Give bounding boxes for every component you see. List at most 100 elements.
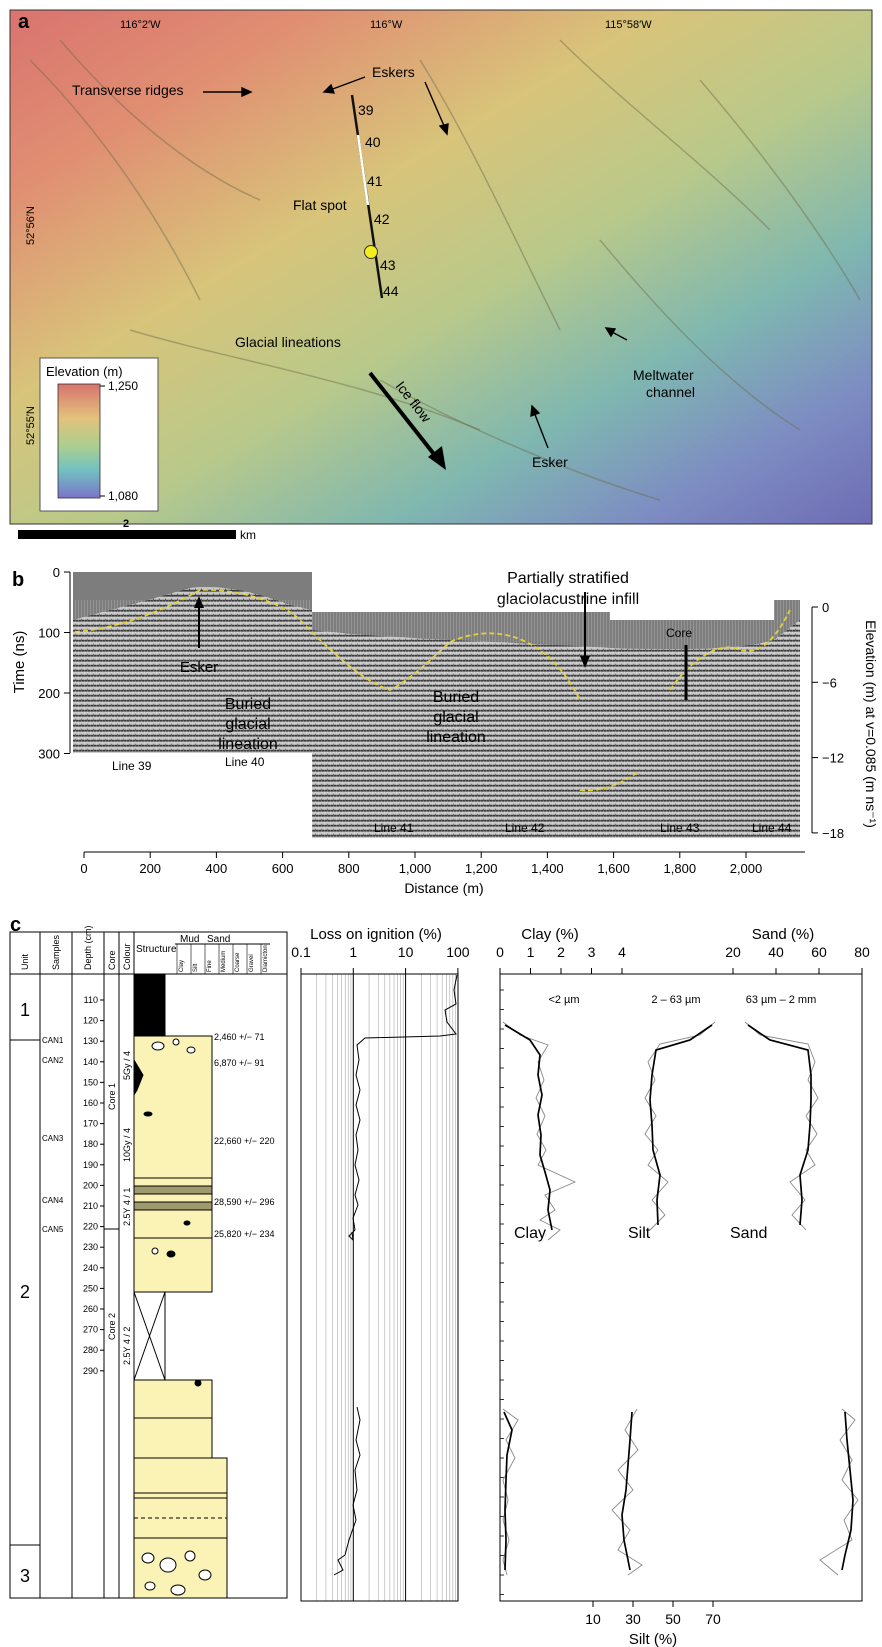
clay-title: Clay (%)	[521, 926, 579, 943]
eskers-label: Eskers	[372, 64, 415, 80]
panel-c: c Unit Samples Depth (cm) Core Colour St…	[9, 914, 870, 1647]
silt-curve-lower-raw	[611, 1408, 643, 1576]
range-label: 2 – 63 µm	[651, 994, 700, 1006]
depth-tick-label: 220	[83, 1222, 98, 1232]
lon-label: 116°W	[370, 19, 403, 31]
clay-tick-label: 1	[527, 944, 535, 960]
sample-label: CAN4	[42, 1196, 64, 1205]
yright-tick-label: −12	[822, 751, 844, 766]
sand-curve-lower-raw	[819, 1408, 859, 1576]
panel-c-letter: c	[10, 914, 21, 936]
x-tick-label: 1,200	[465, 861, 498, 876]
loi-curve-lower	[333, 1406, 361, 1576]
buried-lineation-label-1: Buried glacial lineation	[218, 696, 278, 753]
loi-tick-label: 0.1	[291, 944, 311, 960]
flat-spot-label: Flat spot	[293, 197, 347, 213]
loi-tick-label: 1	[349, 944, 357, 960]
depth-tick-label: 240	[83, 1263, 98, 1273]
sand-title: Sand (%)	[752, 926, 815, 943]
legend-min: 1,080	[108, 489, 138, 503]
core-colour-labels: Core 1 Core 2 5Gy / 4 10Gy / 4 2.5Y 4 / …	[107, 1051, 132, 1365]
depth-tick-label: 150	[83, 1077, 98, 1087]
x-tick-label: 1,600	[597, 861, 630, 876]
depth-tick-label: 200	[83, 1180, 98, 1190]
grain-curves	[502, 1021, 859, 1576]
y-tick-label: 0	[53, 565, 60, 580]
depth-tick-label: 210	[83, 1201, 98, 1211]
gpr-xlabel: Distance (m)	[404, 880, 483, 896]
grain-header: Fine	[207, 960, 213, 972]
gpr-ylabel-right: Elevation (m) at v=0.085 (m ns⁻¹)	[863, 620, 879, 828]
line-number: 41	[367, 173, 383, 189]
sand-tick-label: 80	[854, 944, 870, 960]
elevation-legend: Elevation (m) 1,250 1,080	[39, 357, 159, 512]
buried2-l2: glacial	[433, 709, 478, 726]
depth-ticks: 110 120 130 140 150 160 170 180 190 200 210 220 230 2…	[83, 995, 104, 1376]
x-tick-label: 600	[272, 861, 294, 876]
age-label: 2,460 +/− 71	[214, 1032, 265, 1042]
age-labels: 2,460 +/− 71 6,870 +/− 91 22,660 +/− 220…	[214, 1032, 275, 1239]
loi-curve	[348, 974, 458, 1242]
depth-tick-label: 230	[83, 1242, 98, 1252]
fraction-names: Clay Silt Sand	[514, 1225, 767, 1242]
gpr-line-label: Line 40	[225, 755, 265, 769]
survey-line	[350, 94, 384, 299]
gpr-annotations: Esker Buried glacial lineation Buried glaci…	[180, 592, 692, 753]
grain-header: Silt	[193, 963, 199, 972]
x-tick-label: 2,000	[730, 861, 763, 876]
grain-size-panel: Clay (%) Sand (%) Silt (%) 0 1 2 3 4 20 40 60 80…	[496, 926, 870, 1647]
silt-title: Silt (%)	[629, 1631, 677, 1647]
x-tick-label: 1,000	[399, 861, 432, 876]
structure-column	[133, 973, 228, 1599]
gpr-line-label: Line 44	[752, 821, 792, 835]
panel-b: b Partially stratified glaciolacustrine …	[11, 565, 879, 896]
loi-panel: Loss on ignition (%) 0.1 1 10 100	[291, 926, 470, 1602]
gpr-line-label: Line 41	[374, 821, 414, 835]
colour-label: 2.5Y 4 / 1	[122, 1188, 132, 1226]
gpr-line-label: Line 43	[660, 821, 700, 835]
sample-label: CAN5	[42, 1225, 64, 1234]
silt-curve-raw	[644, 1021, 716, 1231]
loi-tick-label: 10	[398, 944, 414, 960]
panel-b-title-line1: Partially stratified	[507, 570, 629, 587]
scalebar-value: 2	[123, 518, 129, 530]
sand-tick-label: 20	[725, 944, 741, 960]
line-number: 44	[383, 283, 399, 299]
sample-label: CAN1	[42, 1036, 64, 1045]
loi-grid: 0.1 1 10 100	[291, 944, 470, 1601]
depth-tick-label: 130	[83, 1036, 98, 1046]
legend-max: 1,250	[108, 379, 138, 393]
unit-label: 3	[20, 1566, 30, 1586]
meltwater-line1: Meltwater	[633, 367, 694, 383]
clay-tick-label: 4	[618, 944, 626, 960]
depth-tick-label: 250	[83, 1283, 98, 1293]
range-labels: <2 µm 2 – 63 µm 63 µm – 2 mm	[548, 994, 816, 1006]
header-mud: Mud	[180, 934, 199, 945]
depth-tick-label: 270	[83, 1325, 98, 1335]
clay-curve-lower	[503, 1411, 513, 1571]
depth-tick-label: 120	[83, 1016, 98, 1026]
buried2-l3: lineation	[426, 729, 486, 746]
line-numbers: 39 40 41 42 43 44	[358, 102, 399, 299]
annotation-arrows	[203, 76, 628, 449]
depth-tick-label: 170	[83, 1119, 98, 1129]
grain-header: Diamicton	[263, 945, 269, 972]
line-number: 43	[380, 257, 396, 273]
sand-tick-label: 60	[811, 944, 827, 960]
loi-title: Loss on ignition (%)	[310, 926, 442, 943]
sand-curve	[747, 1024, 812, 1226]
esker-label: Esker	[532, 454, 568, 470]
line-number: 40	[365, 134, 381, 150]
lat-label: 52°56′N	[25, 206, 37, 245]
silt-tick-label: 30	[625, 1611, 641, 1627]
glacial-lineations-label: Glacial lineations	[235, 334, 341, 350]
age-label: 25,820 +/− 234	[214, 1229, 275, 1239]
x-tick-label: 0	[80, 861, 87, 876]
depth-tick-label: 260	[83, 1304, 98, 1314]
silt-tick-label: 70	[705, 1611, 721, 1627]
grain-header: Medium	[221, 951, 227, 972]
radargram	[73, 572, 800, 838]
gpr-y-ticks: 0 100 200 300	[38, 565, 70, 762]
core-label: Core	[666, 626, 692, 640]
log-headers: Unit Samples Depth (cm) Core Colour Stru…	[20, 925, 270, 974]
